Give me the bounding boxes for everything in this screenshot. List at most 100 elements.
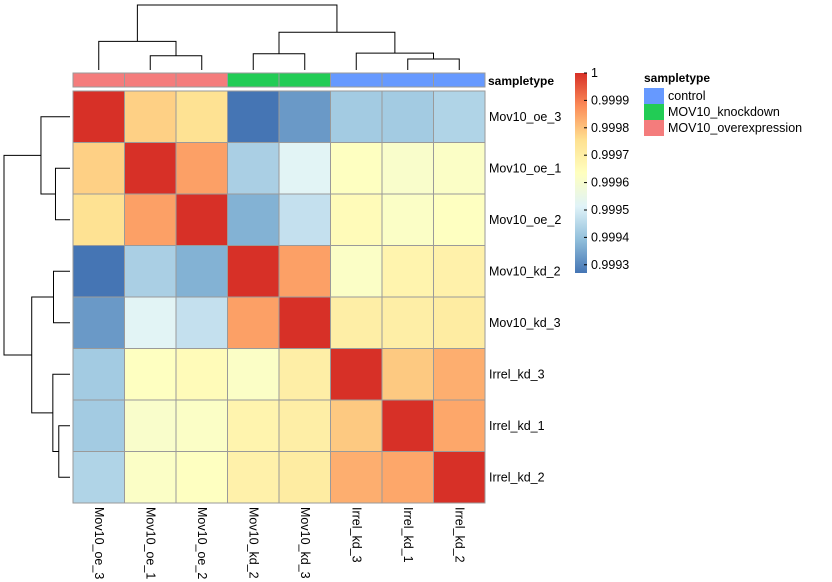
heatmap-cell (175, 245, 228, 298)
heatmap-cell (278, 348, 331, 401)
heatmap-cell (124, 245, 177, 298)
heatmap-cell (175, 348, 228, 401)
heatmap-cell (175, 90, 228, 143)
scale-tick-label: 1 (591, 66, 598, 80)
heatmap-cell (227, 90, 280, 143)
dendrogram-branch (52, 373, 70, 452)
column-label: Irrel_kd_1 (401, 507, 415, 563)
heatmap-cell (124, 90, 177, 143)
legend-swatch (644, 120, 664, 136)
annotation-cell (124, 72, 177, 88)
column-label: Mov10_kd_2 (246, 507, 260, 579)
heatmap-cell (227, 142, 280, 195)
row-label: Mov10_oe_2 (489, 213, 561, 227)
heatmap-cell (433, 451, 486, 504)
legend-title: sampletype (644, 71, 710, 85)
heatmap-cell (381, 399, 434, 452)
heatmap-cell (330, 90, 383, 143)
column-labels: Mov10_oe_3 Mov10_oe_1 Mov10_oe_2 Mov10_kd_2… (92, 507, 467, 579)
row-label: Irrel_kd_1 (489, 419, 545, 433)
heatmap-cell (381, 296, 434, 349)
heatmap-cell (175, 193, 228, 246)
heatmap-cell (124, 451, 177, 504)
row-label: Irrel_kd_2 (489, 470, 545, 484)
scale-tick-label: 0.9994 (591, 230, 629, 244)
dendrogram-branch (31, 296, 54, 414)
heatmap-cell (381, 193, 434, 246)
heatmap-cell (72, 296, 125, 349)
scale-tick-label: 0.9996 (591, 176, 629, 190)
legend-swatch (644, 104, 664, 120)
column-label: Mov10_kd_3 (298, 507, 312, 579)
heatmap-cell (72, 245, 125, 298)
legend-label: MOV10_knockdown (668, 105, 780, 119)
heatmap-cell (278, 399, 331, 452)
scale-tick-label: 0.9993 (591, 258, 629, 272)
column-label: Mov10_oe_3 (92, 507, 106, 579)
heatmap-cell (330, 245, 383, 298)
heatmap-cell (433, 193, 486, 246)
dendrogram-branch (278, 31, 396, 54)
heatmap-cell (278, 245, 331, 298)
heatmap-cell (433, 348, 486, 401)
heatmap-cell (72, 193, 125, 246)
annotation-title: sampletype (488, 74, 554, 88)
column-label: Mov10_oe_1 (143, 507, 157, 579)
heatmap-cell (330, 193, 383, 246)
legend-swatch (644, 88, 664, 104)
heatmap-cell (175, 296, 228, 349)
heatmap-cell (227, 193, 280, 246)
row-label: Irrel_kd_3 (489, 367, 545, 381)
annotation-cell (278, 72, 331, 88)
heatmap-cell (124, 193, 177, 246)
scale-tick-label: 0.9998 (591, 121, 629, 135)
dendrogram-branch (136, 4, 338, 42)
heatmap-cell (227, 348, 280, 401)
annotation-cell (433, 72, 486, 88)
legend-label: control (668, 89, 706, 103)
heatmap-cell (330, 142, 383, 195)
column-dendrogram (98, 4, 460, 70)
row-label: Mov10_kd_2 (489, 264, 561, 278)
heatmap-cell (381, 245, 434, 298)
heatmap-cell (278, 296, 331, 349)
heatmap-cell (227, 296, 280, 349)
heatmap-cell (227, 399, 280, 452)
heatmap-cell (278, 142, 331, 195)
column-label: Irrel_kd_3 (349, 507, 363, 563)
row-label: Mov10_kd_3 (489, 316, 561, 330)
heatmap-cell (330, 451, 383, 504)
color-scale-ticks: 0.9993 0.9994 0.9995 0.9996 0.9997 0.9998 0.99… (584, 66, 629, 272)
dendrogram-branch (3, 154, 41, 356)
heatmap-cell (381, 142, 434, 195)
row-dendrogram (3, 116, 70, 478)
scale-tick-label: 0.9995 (591, 203, 629, 217)
heatmap-cell (278, 193, 331, 246)
heatmap-cell (72, 90, 125, 143)
dendrogram-branch (54, 167, 70, 221)
heatmap-cell (175, 142, 228, 195)
heatmap-cell (381, 451, 434, 504)
legend-label: MOV10_overexpression (668, 121, 802, 135)
column-label: Irrel_kd_2 (452, 507, 466, 563)
heatmap-cell (175, 451, 228, 504)
scale-tick-label: 0.9997 (591, 148, 629, 162)
heatmap-cell (278, 451, 331, 504)
heatmap-cell (72, 348, 125, 401)
heatmap-cell (330, 399, 383, 452)
heatmap-cell (433, 296, 486, 349)
heatmap-cell (124, 399, 177, 452)
color-scale-bar (575, 73, 587, 273)
heatmap-cell (72, 142, 125, 195)
heatmap-cell (227, 245, 280, 298)
annotation-cell (175, 72, 228, 88)
heatmap-cell (72, 399, 125, 452)
heatmap-cell (433, 399, 486, 452)
heatmap-cell (330, 348, 383, 401)
heatmap-cell (278, 90, 331, 143)
row-labels: Mov10_oe_3 Mov10_oe_1 Mov10_oe_2 Mov10_kd_2… (489, 110, 561, 485)
scale-tick-label: 0.9999 (591, 93, 629, 107)
heatmap-cell (433, 90, 486, 143)
dendrogram-branch (149, 55, 203, 70)
legend: control MOV10_knockdown MOV10_overexpressi… (644, 88, 802, 136)
